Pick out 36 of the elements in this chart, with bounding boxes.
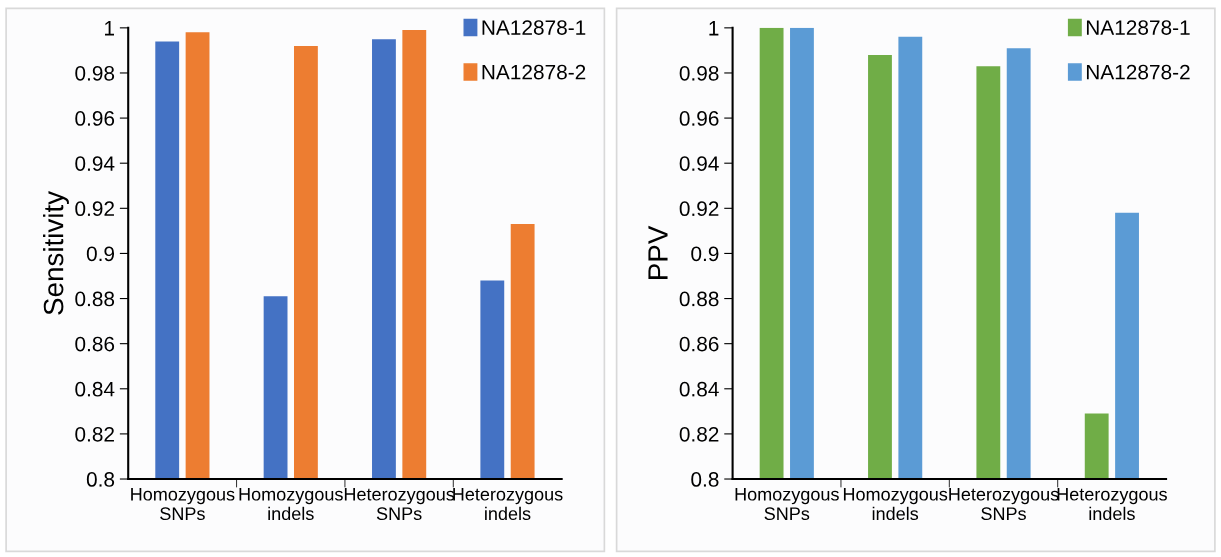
legend-label: NA12878-2 bbox=[482, 64, 586, 80]
y-tick-label: 0.96 bbox=[75, 111, 115, 126]
y-tick-label: 0.82 bbox=[75, 426, 114, 442]
x-tick-label: Heterozygous SNPs bbox=[344, 488, 455, 521]
y-axis-title: PPV bbox=[648, 225, 668, 279]
y-axis-title: Sensitivity bbox=[43, 190, 69, 315]
x-tick-label: Heterozygous indels bbox=[453, 488, 563, 521]
y-tick-label: 0.8 bbox=[691, 472, 719, 487]
y-tick-label: 0.98 bbox=[75, 65, 115, 81]
y-tick-label: 0.92 bbox=[679, 201, 719, 217]
x-tick-label: Homozygous SNPs bbox=[735, 488, 839, 521]
y-tick-label: 0.88 bbox=[75, 291, 115, 307]
y-tick-label: 0.94 bbox=[679, 156, 719, 171]
y-tick-label: 0.96 bbox=[679, 111, 719, 126]
x-tick-label: Homozygous SNPs bbox=[131, 488, 235, 521]
y-tick-label: 0.9 bbox=[86, 246, 115, 262]
y-tick-label: 0.86 bbox=[75, 336, 115, 352]
legend-label: NA12878-1 bbox=[1086, 20, 1190, 35]
y-tick-label: 0.86 bbox=[679, 336, 719, 352]
y-tick-label: 0.88 bbox=[679, 291, 719, 307]
x-tick-label: Homozygous indels bbox=[843, 488, 948, 521]
legend-label: NA12878-1 bbox=[482, 20, 586, 35]
legend-label: NA12878-2 bbox=[1086, 64, 1190, 80]
y-tick-label: 0.92 bbox=[75, 201, 114, 217]
y-tick-label: 0.84 bbox=[75, 381, 115, 397]
y-tick-label: 0.9 bbox=[691, 246, 719, 262]
y-tick-label: 1 bbox=[105, 21, 114, 36]
y-tick-label: 0.82 bbox=[679, 426, 719, 442]
x-tick-label: Heterozygous SNPs bbox=[949, 488, 1059, 521]
x-tick-label: Homozygous indels bbox=[239, 488, 343, 521]
y-tick-label: 1 bbox=[709, 21, 719, 36]
x-tick-label: Heterozygous indels bbox=[1057, 488, 1167, 521]
y-tick-label: 0.94 bbox=[75, 156, 115, 171]
y-tick-label: 0.8 bbox=[86, 472, 115, 487]
y-tick-label: 0.98 bbox=[679, 65, 719, 81]
y-tick-label: 0.84 bbox=[679, 381, 719, 397]
